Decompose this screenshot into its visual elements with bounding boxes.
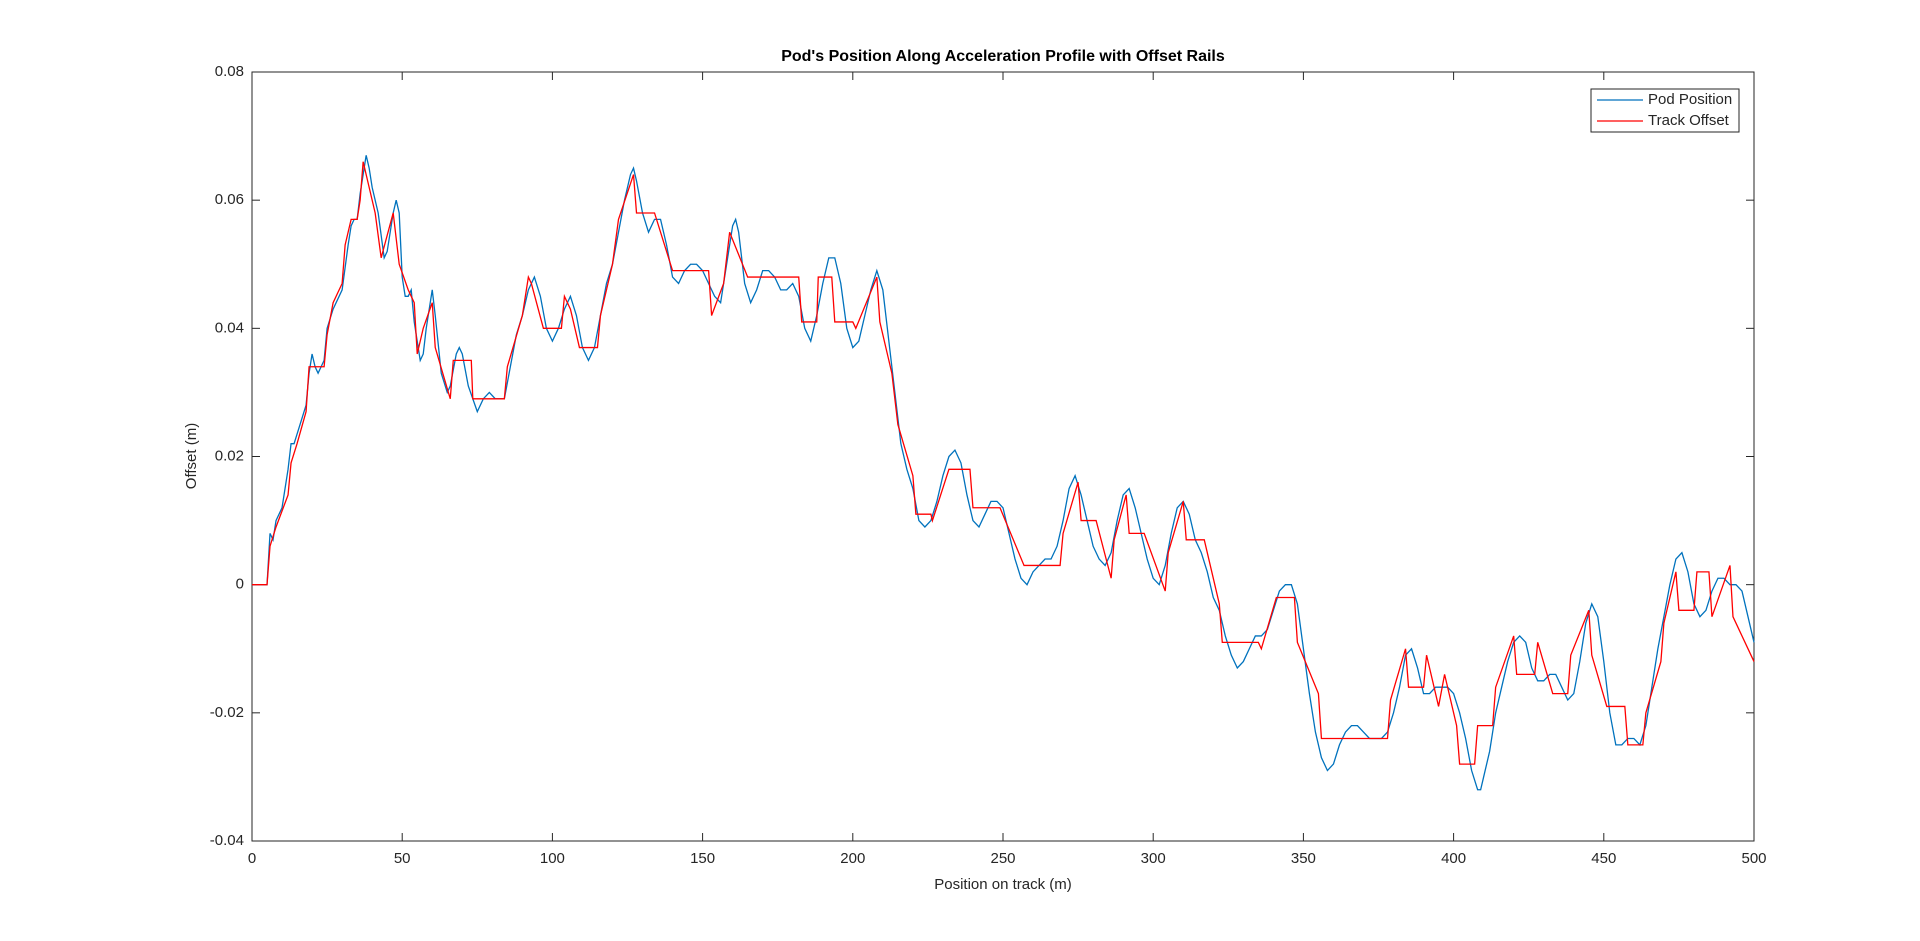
- legend-label: Track Offset: [1648, 112, 1730, 129]
- y-tick-label: -0.04: [210, 832, 244, 849]
- x-tick-label: 450: [1591, 850, 1616, 867]
- x-tick-label: 500: [1741, 850, 1766, 867]
- y-tick-label: 0.02: [215, 447, 244, 464]
- y-axis-label: Offset (m): [183, 423, 200, 489]
- x-tick-label: 0: [248, 850, 256, 867]
- series-line: [252, 155, 1755, 791]
- chart-title: Pod's Position Along Acceleration Profil…: [781, 48, 1225, 65]
- y-tick-label: 0.06: [215, 191, 244, 208]
- x-tick-label: 350: [1291, 850, 1316, 867]
- x-tick-label: 400: [1441, 850, 1466, 867]
- series-line: [252, 161, 1755, 765]
- y-tick-label: 0: [236, 576, 244, 593]
- legend-label: Pod Position: [1648, 91, 1732, 108]
- x-tick-label: 200: [840, 850, 865, 867]
- x-tick-label: 100: [540, 850, 565, 867]
- x-tick-label: 150: [690, 850, 715, 867]
- legend: [1590, 88, 1740, 133]
- y-tick-label: 0.08: [215, 63, 244, 80]
- plot-area: [251, 71, 1755, 842]
- x-tick-label: 300: [1141, 850, 1166, 867]
- x-axis-label: Position on track (m): [934, 876, 1072, 893]
- y-tick-label: -0.02: [210, 704, 244, 721]
- x-tick-label: 250: [990, 850, 1015, 867]
- y-tick-label: 0.04: [215, 319, 244, 336]
- x-tick-label: 50: [394, 850, 411, 867]
